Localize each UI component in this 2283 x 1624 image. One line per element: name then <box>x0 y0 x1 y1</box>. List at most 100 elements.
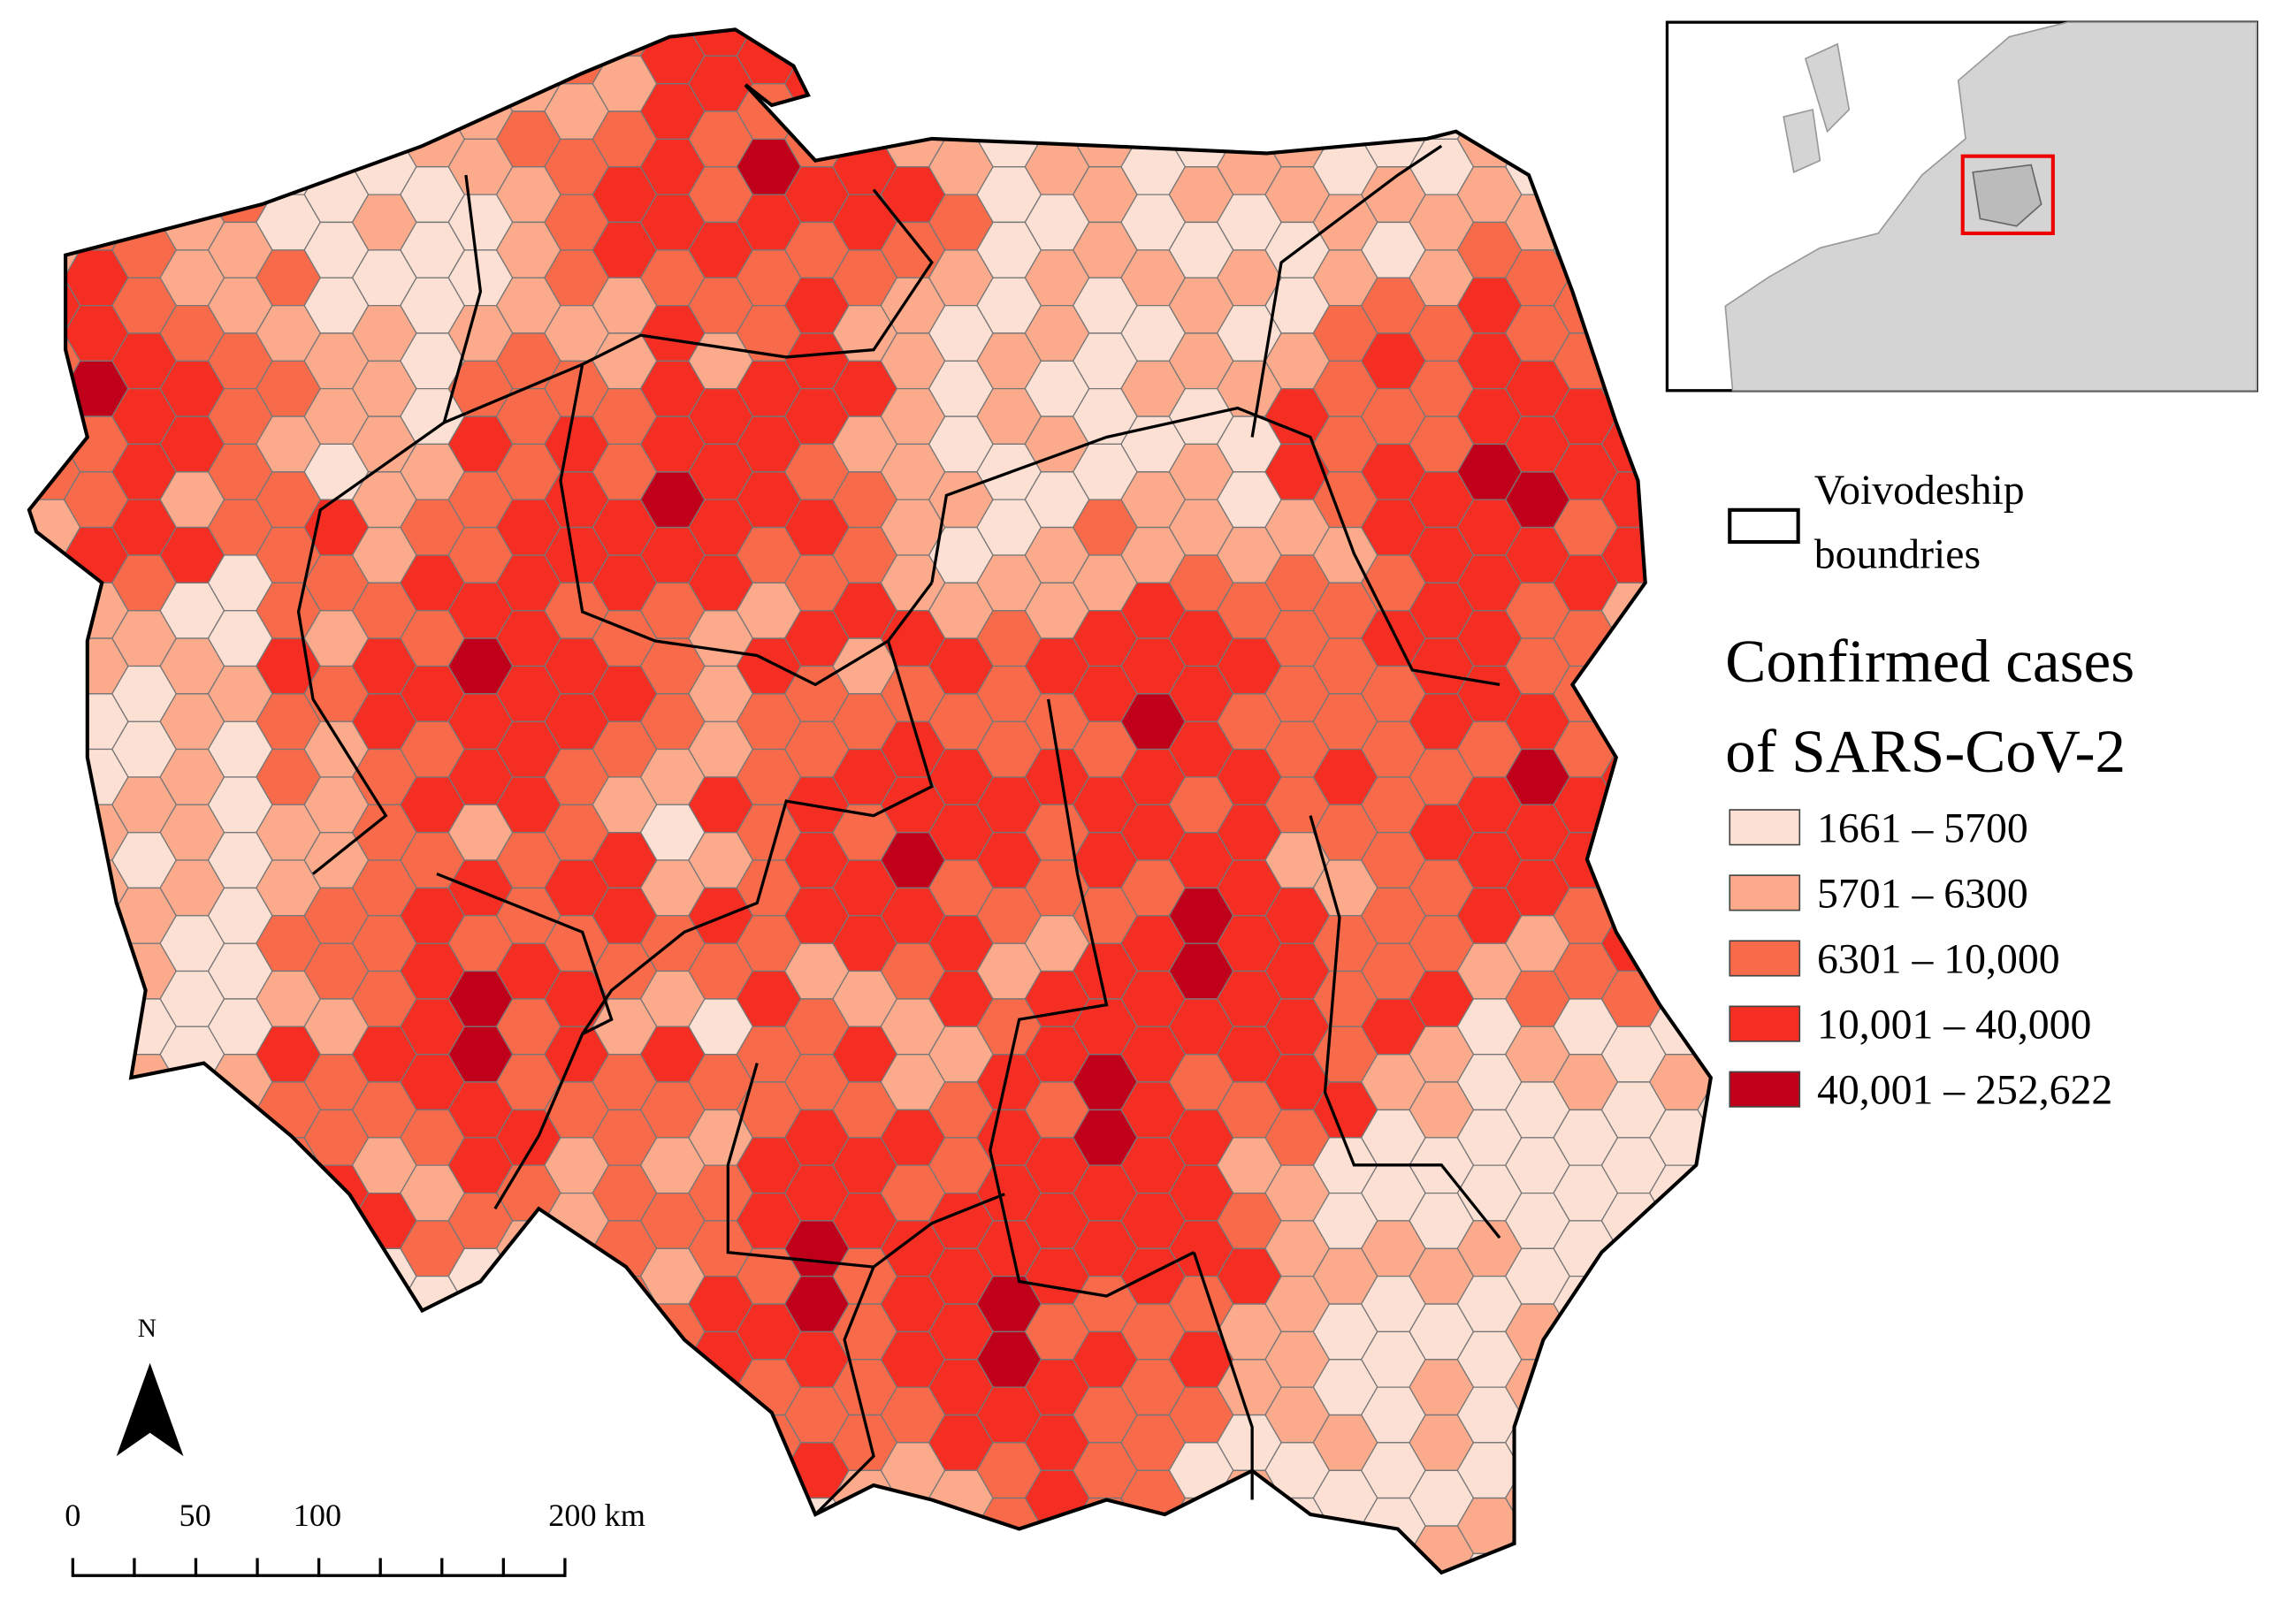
district <box>1506 1582 1569 1624</box>
district <box>495 1330 561 1388</box>
district <box>1648 832 1711 889</box>
district <box>63 83 129 141</box>
district <box>639 1525 706 1573</box>
district <box>28 1469 33 1527</box>
district <box>1600 1247 1667 1305</box>
district <box>207 29 273 57</box>
scale-label: 50 <box>179 1498 211 1533</box>
district <box>159 1303 225 1361</box>
district <box>1600 194 1667 251</box>
district <box>832 29 898 85</box>
district <box>400 1330 466 1388</box>
district <box>1600 859 1667 917</box>
district <box>28 1303 33 1361</box>
legend-title: of SARS-CoV-2 <box>1725 717 2126 785</box>
district <box>783 29 850 57</box>
district <box>1745 1387 1809 1443</box>
district <box>592 1386 658 1444</box>
district <box>207 1386 273 1444</box>
district <box>1506 0 1569 28</box>
district <box>1745 444 1809 499</box>
district <box>303 1330 370 1388</box>
district <box>28 304 33 362</box>
legend-title: Confirmed cases <box>1725 627 2134 695</box>
district <box>303 1386 370 1444</box>
district <box>111 1497 178 1554</box>
boundary-swatch <box>1728 507 1800 545</box>
district <box>592 1552 658 1573</box>
district <box>544 1359 610 1416</box>
district <box>28 748 33 805</box>
district <box>1553 166 1619 224</box>
district <box>495 1386 561 1444</box>
district <box>28 1220 81 1277</box>
district <box>1698 1582 1761 1624</box>
district <box>64 0 127 28</box>
district <box>1312 1525 1378 1573</box>
district <box>28 29 33 85</box>
district <box>641 0 705 28</box>
district <box>1313 1582 1377 1624</box>
district <box>833 1582 897 1624</box>
district <box>159 29 225 85</box>
district <box>207 1275 273 1333</box>
district <box>1072 55 1138 112</box>
district <box>1600 1414 1667 1471</box>
district <box>63 1081 129 1139</box>
district <box>351 1414 417 1471</box>
district <box>1553 111 1619 168</box>
legend: 1661 – 5700 5701 – 6300 6301 – 10,000 10,00… <box>1729 804 2112 1114</box>
district <box>1025 0 1088 28</box>
district <box>1745 555 1809 611</box>
district <box>688 1386 754 1444</box>
district <box>28 859 33 917</box>
scale-bar <box>71 1558 567 1577</box>
district <box>448 1582 512 1624</box>
north-arrow <box>116 1362 184 1457</box>
district <box>976 55 1042 112</box>
district <box>1648 1220 1711 1277</box>
district <box>256 1192 322 1249</box>
district <box>1360 29 1426 57</box>
district <box>1120 1525 1187 1573</box>
district <box>544 1525 610 1573</box>
district <box>207 1220 273 1277</box>
district <box>28 915 33 972</box>
district <box>1024 83 1090 141</box>
district <box>28 138 33 195</box>
district <box>63 915 129 972</box>
district <box>1024 1525 1090 1573</box>
district <box>63 1359 129 1416</box>
district <box>28 1330 81 1388</box>
district <box>1745 1221 1809 1277</box>
district <box>207 1442 273 1499</box>
district <box>28 29 81 57</box>
district <box>207 1164 273 1222</box>
district <box>1745 1277 1809 1332</box>
district <box>63 1247 129 1305</box>
district <box>28 942 81 1000</box>
district <box>928 1525 994 1573</box>
district <box>28 249 33 307</box>
district <box>159 1359 225 1416</box>
district <box>1745 1498 1809 1554</box>
district <box>447 1359 514 1416</box>
scale-label: 100 <box>294 1498 341 1533</box>
district <box>159 1525 225 1573</box>
district <box>1120 83 1187 141</box>
district <box>832 83 898 141</box>
district <box>1745 1165 1809 1221</box>
district <box>303 55 370 112</box>
district <box>256 0 320 28</box>
district <box>1648 887 1711 944</box>
district <box>0 1582 32 1624</box>
inset-highlight <box>1960 154 2055 236</box>
district <box>1600 1303 1667 1361</box>
district <box>592 1442 658 1499</box>
district <box>1745 389 1809 445</box>
district <box>28 1359 33 1416</box>
district <box>28 665 81 722</box>
district <box>303 111 370 168</box>
district <box>1168 55 1234 112</box>
